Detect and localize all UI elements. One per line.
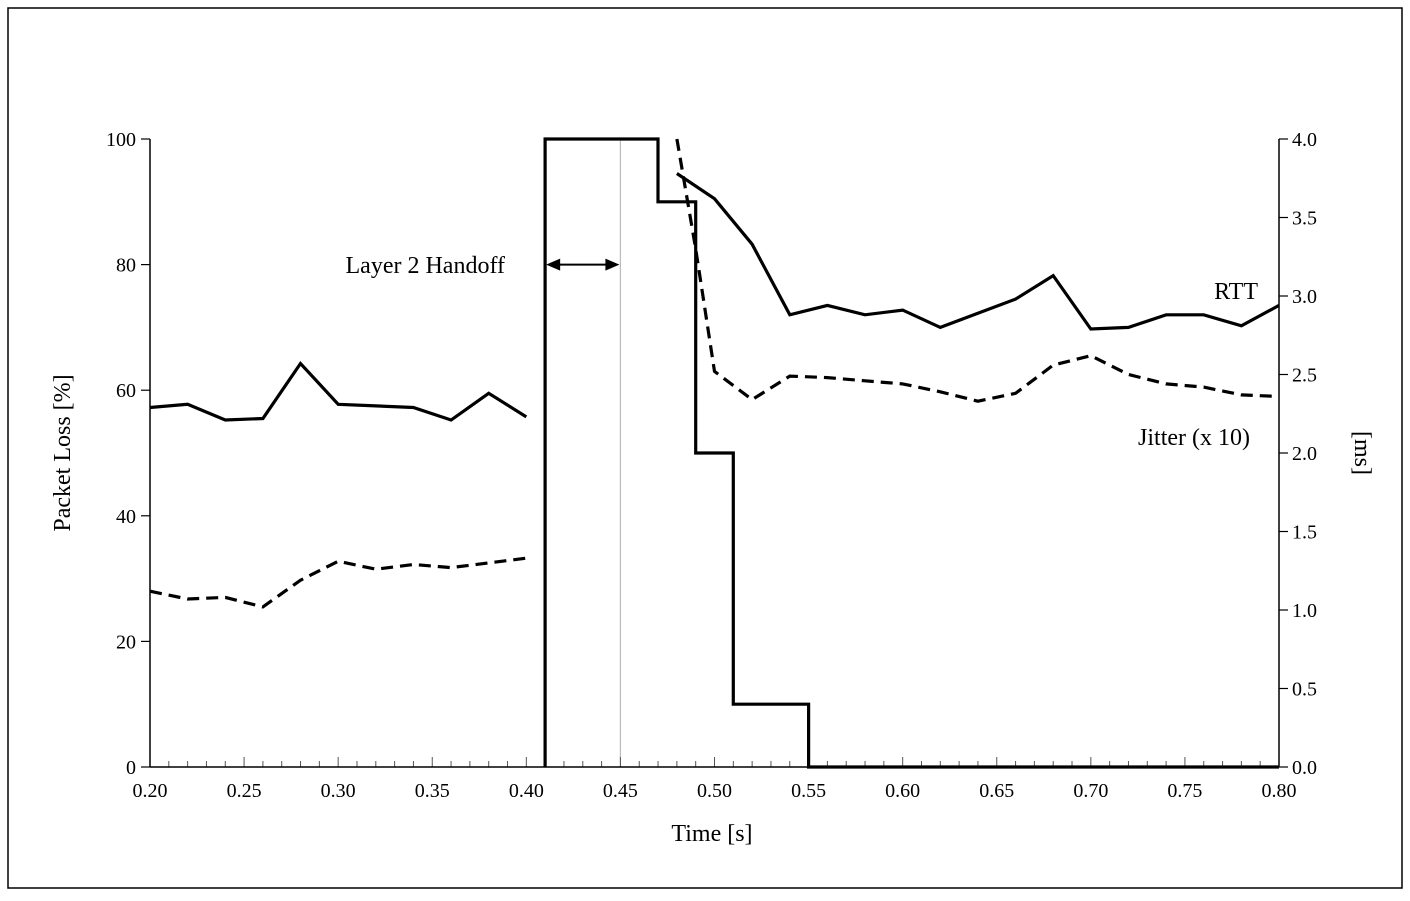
- y-left-tick-label: 80: [116, 255, 136, 277]
- x-tick-label: 0.70: [1073, 780, 1108, 802]
- figure-border: [7, 7, 1403, 889]
- rtt-line: [149, 360, 528, 422]
- packet-loss-line: [543, 137, 1279, 769]
- jitter-annotation: Jitter (x 10): [1138, 425, 1250, 451]
- x-tick-label: 0.75: [1167, 780, 1202, 802]
- y-right-tick-label: 4.0: [1292, 129, 1317, 151]
- y-axis-left-title: Packet Loss [%]: [50, 374, 76, 531]
- series-layer: [149, 137, 1280, 769]
- jitter-x-10-line: [675, 138, 1280, 403]
- y-right-tick-label: 2.5: [1292, 365, 1317, 387]
- x-tick-label: 0.45: [603, 780, 638, 802]
- y-right-tick-label: 1.5: [1292, 522, 1317, 544]
- x-tick-label: 0.50: [697, 780, 732, 802]
- y-right-tick-label: 0.0: [1292, 757, 1317, 779]
- y-axis-right-title: [ms]: [1349, 431, 1375, 475]
- jitter-x-10-line: [149, 556, 527, 609]
- handoff-arrow: [546, 258, 620, 271]
- rtt-annotation: RTT: [1214, 279, 1258, 305]
- x-tick-label: 0.60: [885, 780, 920, 802]
- x-tick-label: 0.20: [133, 780, 168, 802]
- y-right-tick-label: 3.5: [1292, 208, 1317, 230]
- y-left-tick-label: 100: [106, 129, 136, 151]
- x-tick-label: 0.65: [979, 780, 1014, 802]
- x-tick-label: 0.35: [415, 780, 450, 802]
- x-tick-label: 0.55: [791, 780, 826, 802]
- y-left-tick-label: 60: [116, 380, 136, 402]
- x-tick-label: 0.80: [1262, 780, 1297, 802]
- y-left-tick-label: 0: [126, 757, 136, 779]
- y-right-tick-label: 3.0: [1292, 286, 1317, 308]
- handoff-arrow-head-right: [605, 258, 620, 271]
- y-left-tick-label: 40: [116, 506, 136, 528]
- y-right-tick-label: 2.0: [1292, 443, 1317, 465]
- x-tick-label: 0.25: [227, 780, 262, 802]
- tick-labels: 0.20 0.25 0.30 0.35 0.40 0.45 0.50 0.55 0.60 0.65…: [106, 129, 1317, 802]
- handoff-annotation: Layer 2 Handoff: [346, 253, 506, 279]
- y-right-tick-label: 0.5: [1292, 679, 1317, 701]
- y-left-tick-label: 20: [116, 631, 136, 653]
- x-tick-label: 0.30: [321, 780, 356, 802]
- handoff-arrow-head-left: [546, 258, 561, 271]
- rtt-line: [676, 172, 1280, 331]
- y-right-tick-label: 1.0: [1292, 600, 1317, 622]
- x-axis-title: Time [s]: [671, 821, 752, 847]
- x-tick-label: 0.40: [509, 780, 544, 802]
